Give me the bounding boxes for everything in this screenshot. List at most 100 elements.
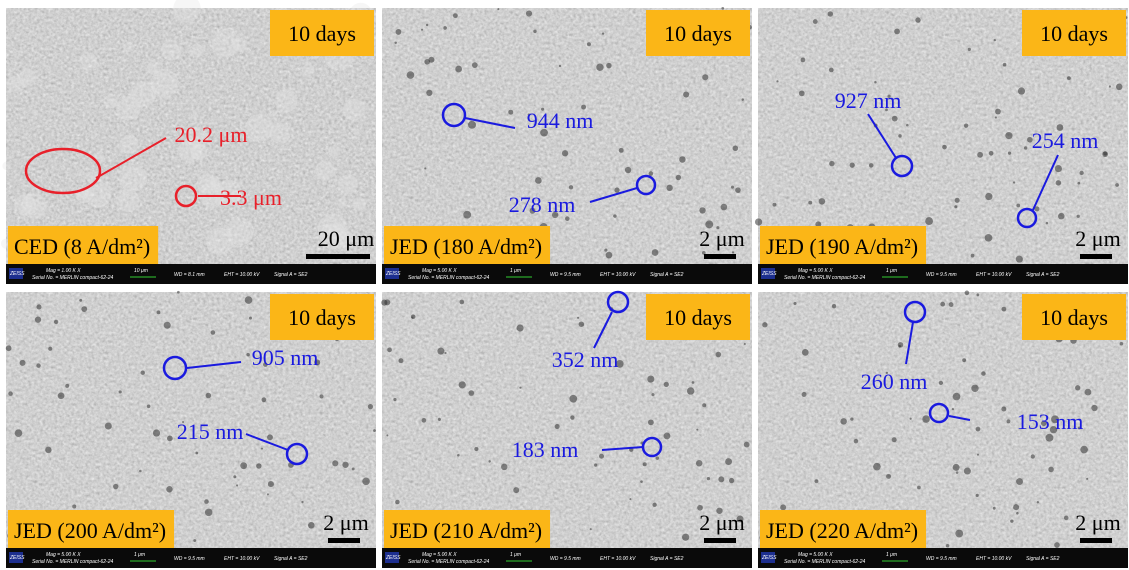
scale-label: 2 μm xyxy=(699,226,744,251)
scale-label: 2 μm xyxy=(1075,226,1120,251)
duration-label: 10 days xyxy=(288,305,356,330)
pore xyxy=(955,530,963,538)
pore xyxy=(368,404,373,409)
pore xyxy=(1002,307,1007,312)
pore xyxy=(829,161,834,166)
pore xyxy=(898,342,903,347)
pore xyxy=(1079,171,1083,175)
pore xyxy=(8,391,13,396)
pore xyxy=(651,393,654,396)
pore xyxy=(240,462,247,469)
info-eht: EHT = 10.00 kV xyxy=(600,556,636,562)
pore xyxy=(721,7,724,10)
info-wd: WD = 9.5 mm xyxy=(174,556,205,562)
logo: ZEISS xyxy=(385,271,401,277)
info-serial: Serial No. = MERLIN compact-62-24 xyxy=(408,559,490,565)
condition-label: JED (210 A/dm²) xyxy=(390,518,542,543)
logo: ZEISS xyxy=(9,271,25,277)
pore xyxy=(147,404,151,408)
pore xyxy=(1077,182,1080,185)
pore xyxy=(629,498,631,500)
pore xyxy=(2,162,10,170)
pore xyxy=(1115,183,1119,187)
pore xyxy=(1001,406,1006,411)
pore xyxy=(319,394,323,398)
pore xyxy=(411,314,416,319)
pore xyxy=(854,439,859,444)
pore xyxy=(424,167,426,169)
pore xyxy=(955,198,960,203)
pore xyxy=(801,58,806,63)
pore xyxy=(819,198,826,205)
pore xyxy=(985,234,993,242)
pore xyxy=(892,437,897,442)
pore xyxy=(953,464,960,471)
pore xyxy=(533,30,536,33)
pore xyxy=(981,371,986,376)
pore xyxy=(1075,385,1080,390)
pore xyxy=(799,90,805,96)
pore xyxy=(161,40,182,61)
pore xyxy=(1016,204,1020,208)
logo: ZEISS xyxy=(761,271,777,277)
pore xyxy=(301,501,303,503)
pore xyxy=(164,322,171,329)
pore xyxy=(1077,215,1080,218)
pore xyxy=(606,252,613,259)
pore xyxy=(679,156,686,163)
pore xyxy=(268,481,274,487)
pore xyxy=(337,198,347,208)
pore xyxy=(898,134,901,137)
pore xyxy=(894,29,900,35)
pore xyxy=(84,181,111,208)
pore xyxy=(776,80,778,82)
info-eht: EHT = 10.00 kV xyxy=(224,556,260,562)
pore xyxy=(1086,478,1088,480)
pore xyxy=(508,110,513,115)
pore xyxy=(577,317,579,319)
pore xyxy=(702,74,708,80)
pore xyxy=(718,476,724,482)
condition-label: JED (190 A/dm²) xyxy=(766,234,918,259)
pore xyxy=(422,418,427,423)
pore xyxy=(802,349,809,356)
pore xyxy=(275,89,298,112)
info-mag: Mag = 1.00 K X xyxy=(46,268,81,274)
pore xyxy=(762,322,767,327)
pore xyxy=(579,321,584,326)
pore xyxy=(147,61,160,74)
pore xyxy=(1054,542,1060,548)
panel: 10 daysJED (180 A/dm²)2 μm944 nm278 nmZE… xyxy=(382,7,752,284)
info-serial: Serial No. = MERLIN compact-62-24 xyxy=(408,275,490,281)
pore xyxy=(20,360,26,366)
pore xyxy=(308,522,315,529)
pore xyxy=(139,470,142,473)
size-annotation: 352 nm xyxy=(552,347,619,372)
pore xyxy=(424,59,430,65)
condition-label: JED (200 A/dm²) xyxy=(14,518,166,543)
pore xyxy=(261,397,266,402)
pore xyxy=(696,460,702,466)
info-serial: Serial No. = MERLIN compact-62-24 xyxy=(784,275,866,281)
pore xyxy=(535,177,542,184)
pore xyxy=(32,109,38,115)
info-eht: EHT = 10.00 kV xyxy=(976,556,1012,562)
pore xyxy=(772,203,776,207)
pore xyxy=(570,415,574,419)
pore xyxy=(952,408,954,410)
pore xyxy=(946,544,950,548)
logo: ZEISS xyxy=(385,555,401,561)
pore xyxy=(977,454,979,456)
info-eht: EHT = 10.00 kV xyxy=(600,272,636,278)
pore xyxy=(1016,256,1023,263)
pore xyxy=(453,13,458,18)
info-wd: WD = 9.5 mm xyxy=(926,556,957,562)
pore xyxy=(459,300,464,305)
pore xyxy=(167,435,173,441)
pore xyxy=(692,381,695,384)
pore xyxy=(1058,213,1065,220)
pore xyxy=(1016,512,1019,515)
pore xyxy=(267,493,269,495)
size-annotation: 254 nm xyxy=(1032,128,1099,153)
pore xyxy=(555,424,560,429)
